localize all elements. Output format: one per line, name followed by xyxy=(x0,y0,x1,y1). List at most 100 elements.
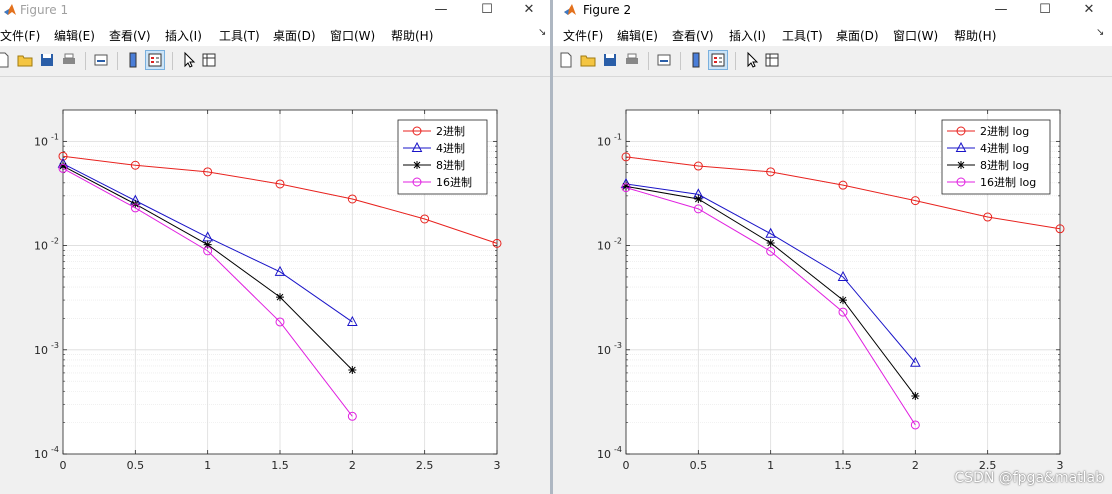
data-point xyxy=(622,182,630,191)
minimize-button[interactable]: — xyxy=(434,2,448,17)
menu-edit[interactable]: 编辑(E) xyxy=(617,29,658,43)
link-figure-icon[interactable] xyxy=(92,51,110,69)
data-point xyxy=(275,317,285,327)
matlab-logo-icon xyxy=(4,4,16,15)
menu-help[interactable]: 帮助(H) xyxy=(954,29,997,43)
link-figure-icon[interactable] xyxy=(655,51,673,69)
close-button[interactable]: ✕ xyxy=(1083,2,1095,17)
legend-label: 2进制 xyxy=(436,125,465,138)
legend-label: 16进制 log xyxy=(980,176,1036,189)
legend-label: 16进制 xyxy=(436,176,472,189)
y-tick-label: 10 xyxy=(597,448,611,461)
legend-label: 8进制 xyxy=(436,159,465,172)
menu-file[interactable]: 文件(F) xyxy=(0,29,41,43)
y-tick-label: 10 xyxy=(34,344,48,357)
watermark: CSDN @fpga&matlab xyxy=(954,470,1104,486)
toolbar-separator xyxy=(648,52,649,70)
figure-toolbar xyxy=(0,46,550,77)
menu-insert[interactable]: 插入(I) xyxy=(165,29,202,43)
x-tick-label: 3 xyxy=(494,459,501,472)
y-tick-exponent: -4 xyxy=(614,445,622,454)
legend-marker xyxy=(412,177,422,187)
colorbar-icon[interactable] xyxy=(124,51,142,69)
menu-view[interactable]: 查看(V) xyxy=(672,29,714,43)
open-folder-icon[interactable] xyxy=(579,51,597,69)
close-button[interactable]: ✕ xyxy=(523,2,535,17)
menu-view[interactable]: 查看(V) xyxy=(109,29,151,43)
data-point xyxy=(694,194,703,203)
legend-label: 8进制 log xyxy=(980,159,1029,172)
property-editor-icon[interactable] xyxy=(763,51,781,69)
legend-icon[interactable] xyxy=(708,50,728,70)
save-icon[interactable] xyxy=(38,51,56,69)
plot-area: 0 0.5 1 1.5 2 2.5 3 10 -4 10 -3 10 -2 10 -1 2进制 4进制 8进制 16… xyxy=(0,77,550,494)
series-3 xyxy=(58,163,357,421)
menu-file[interactable]: 文件(F) xyxy=(563,29,604,43)
menu-tools[interactable]: 工具(T) xyxy=(219,29,260,43)
select-pointer-icon[interactable] xyxy=(743,51,761,69)
x-tick-label: 0.5 xyxy=(690,459,708,472)
menu-window[interactable]: 窗口(W) xyxy=(893,29,939,43)
legend-marker xyxy=(412,126,422,136)
data-point xyxy=(276,293,284,302)
figure-window-2: Figure 2 — ☐ ✕ 文件(F) 编辑(E) 查看(V) 插入(I) 工… xyxy=(553,0,1112,494)
y-tick-exponent: -3 xyxy=(51,341,59,350)
data-point xyxy=(275,179,285,189)
series-0 xyxy=(621,152,1065,234)
menu-tools[interactable]: 工具(T) xyxy=(782,29,823,43)
chart-figure-2[interactable]: 0 0.5 1 1.5 2 2.5 310-410-310-210-1 2进制 log4进制 … xyxy=(553,77,1112,494)
series-line xyxy=(62,155,498,244)
series-line xyxy=(625,183,916,364)
y-tick-label: 10 xyxy=(34,448,48,461)
data-point xyxy=(765,227,776,238)
maximize-button[interactable]: ☐ xyxy=(481,2,493,17)
menu-bar: 文件(F) 编辑(E) 查看(V) 插入(I) 工具(T) 桌面(D) 窗口(W… xyxy=(553,22,1112,46)
menu-window[interactable]: 窗口(W) xyxy=(330,29,376,43)
select-pointer-icon[interactable] xyxy=(180,51,198,69)
y-tick-label: 10 xyxy=(597,240,611,253)
y-tick-label: 10 xyxy=(34,135,48,148)
legend-label: 4进制 xyxy=(436,142,465,155)
data-point xyxy=(621,152,631,162)
data-point xyxy=(347,411,357,421)
dock-arrow-icon[interactable]: ↘ xyxy=(1096,27,1105,38)
legend-icon[interactable] xyxy=(145,50,165,70)
x-tick-label: 1 xyxy=(204,459,211,472)
chart-figure-1[interactable]: 0 0.5 1 1.5 2 2.5 310-410-310-210-1 2进制4进制8进制16… xyxy=(0,77,550,494)
data-point xyxy=(58,151,68,161)
legend-marker xyxy=(411,141,423,152)
data-point xyxy=(203,246,213,256)
print-icon[interactable] xyxy=(623,51,641,69)
colorbar-icon[interactable] xyxy=(687,51,705,69)
data-point xyxy=(693,204,703,214)
property-editor-icon[interactable] xyxy=(200,51,218,69)
dock-arrow-icon[interactable]: ↘ xyxy=(538,27,547,38)
save-icon[interactable] xyxy=(601,51,619,69)
data-point xyxy=(838,307,848,317)
window-title: Figure 1 xyxy=(20,3,69,17)
x-tick-label: 0 xyxy=(60,459,67,472)
new-file-icon[interactable] xyxy=(0,51,12,69)
window-divider xyxy=(550,0,553,494)
series-line xyxy=(62,167,353,417)
series-line xyxy=(62,163,353,323)
x-tick-label: 0.5 xyxy=(127,459,145,472)
menu-insert[interactable]: 插入(I) xyxy=(729,29,766,43)
y-tick-label: 10 xyxy=(597,344,611,357)
legend-marker xyxy=(413,161,421,169)
menu-desktop[interactable]: 桌面(D) xyxy=(836,29,879,43)
legend: 2进制 4进制 8进制 16进制 xyxy=(397,119,488,195)
y-tick-exponent: -2 xyxy=(51,237,59,246)
legend-marker xyxy=(957,161,965,169)
menu-edit[interactable]: 编辑(E) xyxy=(54,29,95,43)
data-point xyxy=(203,240,212,249)
new-file-icon[interactable] xyxy=(557,51,575,69)
x-tick-label: 1.5 xyxy=(834,459,852,472)
plot-area: 0 0.5 1 1.5 2 2.5 3 10 -4 10 -3 10 -2 10 -1 2进制 log 4进制 … xyxy=(553,77,1112,494)
print-icon[interactable] xyxy=(60,51,78,69)
open-folder-icon[interactable] xyxy=(16,51,34,69)
menu-help[interactable]: 帮助(H) xyxy=(391,29,434,43)
menu-desktop[interactable]: 桌面(D) xyxy=(273,29,316,43)
maximize-button[interactable]: ☐ xyxy=(1039,2,1051,17)
minimize-button[interactable]: — xyxy=(994,2,1008,17)
